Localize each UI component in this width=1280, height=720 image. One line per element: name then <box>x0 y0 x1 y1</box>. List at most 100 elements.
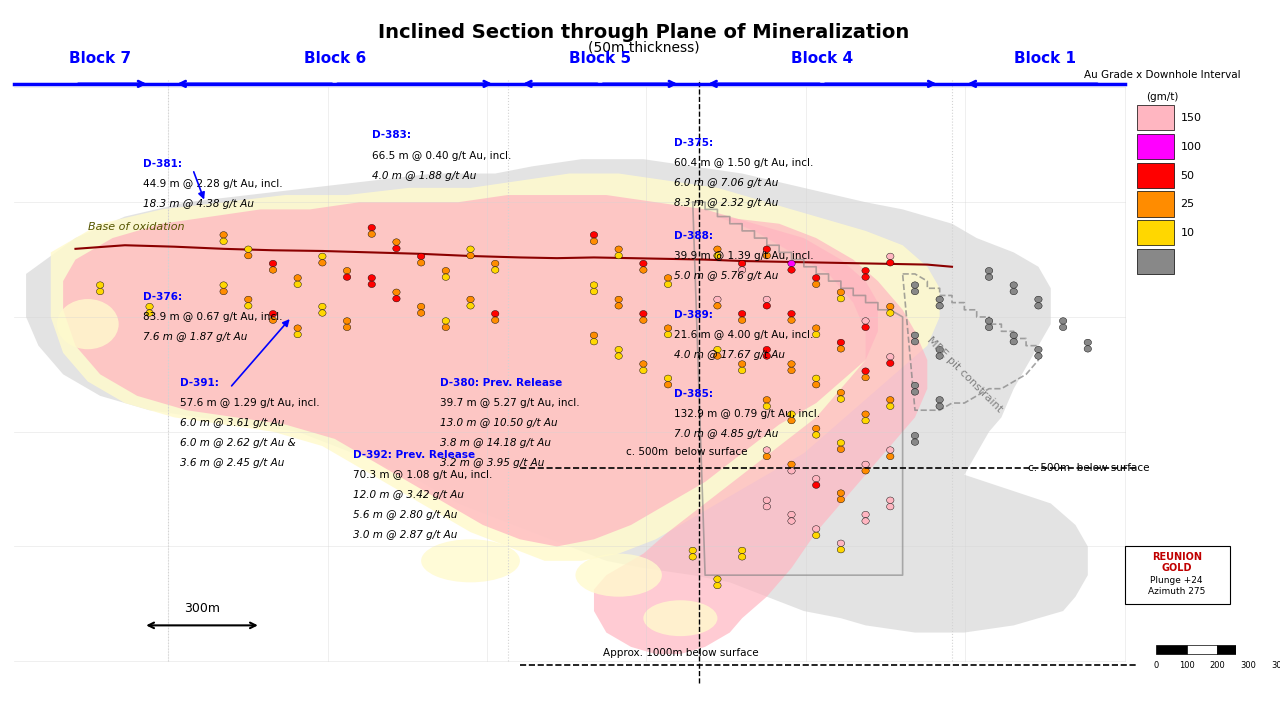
Ellipse shape <box>664 382 672 388</box>
Text: 132.9 m @ 0.79 g/t Au, incl.: 132.9 m @ 0.79 g/t Au, incl. <box>675 409 820 419</box>
Ellipse shape <box>1010 332 1018 338</box>
Ellipse shape <box>837 289 845 295</box>
Ellipse shape <box>393 246 401 252</box>
Polygon shape <box>51 174 940 561</box>
Ellipse shape <box>1034 302 1042 309</box>
Ellipse shape <box>861 518 869 524</box>
Text: Block 4: Block 4 <box>791 51 854 66</box>
Ellipse shape <box>936 397 943 403</box>
Ellipse shape <box>787 367 795 374</box>
Ellipse shape <box>220 232 228 238</box>
Ellipse shape <box>590 238 598 245</box>
Ellipse shape <box>813 426 820 432</box>
Text: Plunge +24
Azimuth 275: Plunge +24 Azimuth 275 <box>1148 576 1206 595</box>
Ellipse shape <box>1034 346 1042 353</box>
Ellipse shape <box>417 303 425 310</box>
Ellipse shape <box>837 339 845 346</box>
Text: REUNION: REUNION <box>1152 552 1202 562</box>
Text: 4.0 m @ 17.67 g/t Au: 4.0 m @ 17.67 g/t Au <box>675 350 785 360</box>
Ellipse shape <box>813 274 820 281</box>
Text: D-380: Prev. Release: D-380: Prev. Release <box>439 378 562 388</box>
Ellipse shape <box>837 540 845 546</box>
Ellipse shape <box>787 310 795 317</box>
Ellipse shape <box>813 526 820 532</box>
Ellipse shape <box>614 246 622 253</box>
Ellipse shape <box>319 310 326 316</box>
Ellipse shape <box>887 447 893 453</box>
Text: 12.0 m @ 3.42 g/t Au: 12.0 m @ 3.42 g/t Au <box>353 490 465 500</box>
Text: 4.0 m @ 1.88 g/t Au: 4.0 m @ 1.88 g/t Au <box>371 171 476 181</box>
Text: c. 500m  below surface: c. 500m below surface <box>626 447 748 456</box>
Ellipse shape <box>787 418 795 424</box>
Ellipse shape <box>887 260 893 266</box>
Text: Block 6: Block 6 <box>303 51 366 66</box>
Text: 3.8 m @ 14.18 g/t Au: 3.8 m @ 14.18 g/t Au <box>439 438 550 448</box>
Ellipse shape <box>96 288 104 294</box>
Text: Base of oxidation: Base of oxidation <box>88 222 184 233</box>
Ellipse shape <box>739 547 746 554</box>
Bar <box>1125 546 1230 604</box>
Ellipse shape <box>986 324 993 330</box>
Bar <box>1137 220 1174 246</box>
Ellipse shape <box>369 274 375 281</box>
Ellipse shape <box>294 281 301 287</box>
Ellipse shape <box>986 274 993 280</box>
Ellipse shape <box>393 295 401 302</box>
Ellipse shape <box>739 361 746 367</box>
Text: 3.2 m @ 3.95 g/t Au: 3.2 m @ 3.95 g/t Au <box>439 458 544 468</box>
Text: 39.7 m @ 5.27 g/t Au, incl.: 39.7 m @ 5.27 g/t Au, incl. <box>439 398 580 408</box>
Ellipse shape <box>1084 339 1092 346</box>
Ellipse shape <box>861 267 869 274</box>
Ellipse shape <box>269 261 276 267</box>
Ellipse shape <box>787 518 795 524</box>
Ellipse shape <box>986 318 993 324</box>
Ellipse shape <box>861 324 869 330</box>
Ellipse shape <box>887 253 893 260</box>
Ellipse shape <box>837 396 845 402</box>
Text: 7.0 m @ 4.85 g/t Au: 7.0 m @ 4.85 g/t Au <box>675 429 778 439</box>
Ellipse shape <box>417 310 425 316</box>
Ellipse shape <box>887 303 893 310</box>
Ellipse shape <box>837 390 845 396</box>
Ellipse shape <box>861 411 869 418</box>
Ellipse shape <box>936 296 943 302</box>
Ellipse shape <box>763 246 771 253</box>
Text: MRE pit constraint: MRE pit constraint <box>924 335 1004 414</box>
Ellipse shape <box>911 282 919 288</box>
Ellipse shape <box>269 267 276 273</box>
Text: D-383:: D-383: <box>371 130 411 140</box>
Ellipse shape <box>787 317 795 323</box>
Text: 6.0 m @ 3.61 g/t Au: 6.0 m @ 3.61 g/t Au <box>180 418 284 428</box>
Ellipse shape <box>664 325 672 331</box>
Ellipse shape <box>590 282 598 288</box>
Text: GOLD: GOLD <box>1161 563 1192 573</box>
Ellipse shape <box>714 302 721 309</box>
Ellipse shape <box>492 261 499 267</box>
Ellipse shape <box>861 467 869 474</box>
Text: Block 5: Block 5 <box>570 51 631 66</box>
Ellipse shape <box>861 374 869 381</box>
Text: Block 1: Block 1 <box>1014 51 1075 66</box>
Text: 66.5 m @ 0.40 g/t Au, incl.: 66.5 m @ 0.40 g/t Au, incl. <box>371 150 511 161</box>
Ellipse shape <box>343 318 351 324</box>
Text: 18.3 m @ 4.38 g/t Au: 18.3 m @ 4.38 g/t Au <box>143 199 255 210</box>
Text: 0: 0 <box>1153 661 1158 670</box>
Ellipse shape <box>813 382 820 388</box>
Ellipse shape <box>369 231 375 238</box>
Ellipse shape <box>887 360 893 366</box>
Ellipse shape <box>644 600 717 636</box>
Ellipse shape <box>590 332 598 338</box>
Ellipse shape <box>442 324 449 330</box>
Ellipse shape <box>714 582 721 589</box>
Ellipse shape <box>787 261 795 267</box>
Text: Approx. 1000m below surface: Approx. 1000m below surface <box>603 648 758 657</box>
Text: (gm/t): (gm/t) <box>1146 92 1178 102</box>
Text: c. 500m  below surface: c. 500m below surface <box>1028 462 1149 472</box>
Ellipse shape <box>614 346 622 353</box>
Ellipse shape <box>640 261 648 267</box>
Ellipse shape <box>467 302 474 309</box>
Bar <box>1156 645 1187 654</box>
Text: 10: 10 <box>1180 228 1194 238</box>
Ellipse shape <box>813 532 820 539</box>
Ellipse shape <box>739 261 746 267</box>
